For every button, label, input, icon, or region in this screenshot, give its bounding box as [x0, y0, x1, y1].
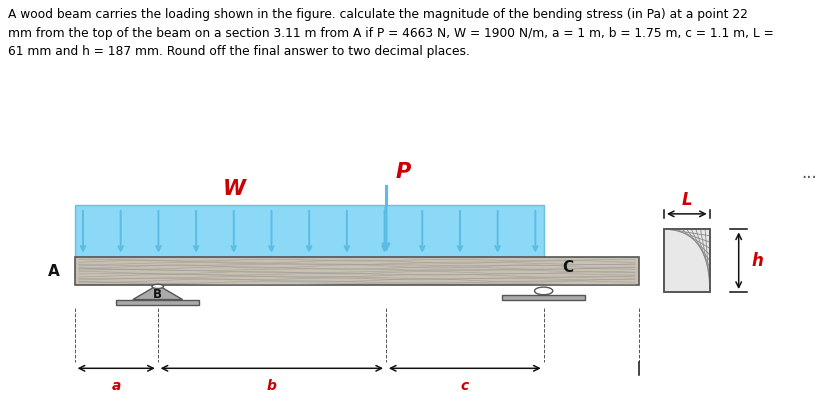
- Bar: [502, 295, 585, 300]
- Text: h: h: [751, 252, 763, 270]
- Text: a: a: [111, 379, 121, 393]
- Text: B: B: [154, 288, 162, 301]
- Ellipse shape: [535, 287, 553, 295]
- Text: C: C: [562, 260, 573, 275]
- Ellipse shape: [152, 285, 164, 289]
- Bar: [75, 205, 544, 257]
- Bar: [75, 257, 639, 285]
- Text: L: L: [681, 191, 692, 209]
- Polygon shape: [133, 285, 183, 299]
- Text: W: W: [223, 179, 246, 199]
- Text: ...: ...: [802, 164, 817, 181]
- Text: b: b: [267, 379, 276, 393]
- Text: A wood beam carries the loading shown in the figure. calculate the magnitude of : A wood beam carries the loading shown in…: [8, 8, 774, 58]
- Bar: [664, 229, 710, 292]
- Text: c: c: [461, 379, 469, 393]
- Text: P: P: [396, 162, 411, 182]
- Bar: [116, 299, 199, 305]
- Text: A: A: [48, 264, 60, 278]
- Bar: [664, 229, 710, 292]
